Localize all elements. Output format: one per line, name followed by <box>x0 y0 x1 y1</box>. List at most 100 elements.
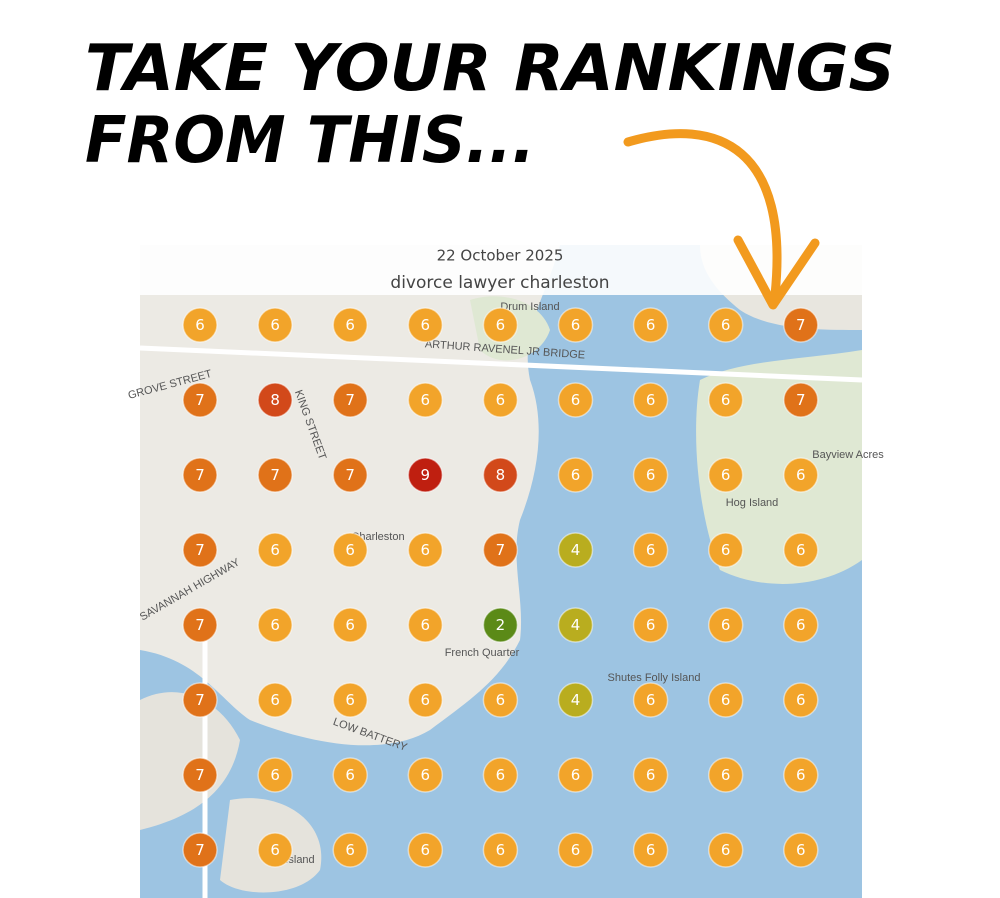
rank-number: 6 <box>646 841 656 859</box>
rank-pin <box>332 382 368 418</box>
rank-pin <box>407 607 444 643</box>
map-date: 22 October 2025 <box>437 247 564 265</box>
rank-pin <box>332 457 368 493</box>
rank-pin <box>332 757 368 793</box>
rank-number: 6 <box>345 316 355 334</box>
rank-number: 6 <box>571 766 581 784</box>
rank-number: 7 <box>195 616 205 634</box>
rank-number: 6 <box>796 766 806 784</box>
rank-pin <box>632 682 669 718</box>
rank-pin <box>632 757 669 793</box>
rank-pin <box>557 757 594 793</box>
rank-number: 6 <box>496 391 506 409</box>
rank-pin <box>707 832 744 868</box>
rank-pin <box>557 307 594 343</box>
rank-number: 6 <box>345 766 355 784</box>
rank-pin <box>407 382 444 418</box>
rank-pin <box>783 382 819 418</box>
rank-number: 7 <box>195 766 205 784</box>
rank-number: 6 <box>646 766 656 784</box>
rank-number: 6 <box>421 316 431 334</box>
rank-pin <box>707 307 744 343</box>
rank-number: 6 <box>195 316 205 334</box>
rank-number: 6 <box>571 316 581 334</box>
rank-number: 6 <box>345 616 355 634</box>
rank-pin <box>182 832 218 868</box>
rank-pin <box>257 607 293 643</box>
rank-pin <box>783 607 819 643</box>
rank-pin <box>407 307 444 343</box>
rank-number: 6 <box>721 766 731 784</box>
rank-pin <box>332 682 368 718</box>
rank-pin <box>632 457 669 493</box>
map <box>140 245 862 898</box>
rank-pin <box>482 382 519 418</box>
rank-pin <box>783 832 819 868</box>
rank-number: 6 <box>270 766 280 784</box>
rank-number: 6 <box>345 541 355 559</box>
rank-number: 6 <box>270 691 280 709</box>
rank-pin <box>482 457 519 493</box>
rank-number: 7 <box>195 691 205 709</box>
rank-pin <box>707 457 744 493</box>
rank-pin <box>482 757 519 793</box>
headline: FROM THIS... <box>85 104 535 178</box>
rank-pin <box>482 532 519 568</box>
rank-pin <box>557 682 594 718</box>
rank-pin <box>182 457 218 493</box>
rank-number: 4 <box>571 616 581 634</box>
rank-pin <box>257 532 293 568</box>
rank-number: 6 <box>796 841 806 859</box>
rank-pin <box>707 607 744 643</box>
rank-pin <box>332 307 368 343</box>
rank-pin <box>557 457 594 493</box>
map-label: Drum Island <box>500 301 559 313</box>
rank-number: 6 <box>646 316 656 334</box>
rank-number: 6 <box>721 616 731 634</box>
rank-pin <box>632 382 669 418</box>
rank-pin <box>257 307 293 343</box>
rank-pin <box>182 307 218 343</box>
rank-number: 6 <box>345 841 355 859</box>
rank-pin <box>407 532 444 568</box>
rank-number: 9 <box>421 466 431 484</box>
rank-pin <box>707 682 744 718</box>
rank-pin <box>182 607 218 643</box>
rank-number: 7 <box>345 466 355 484</box>
rank-number: 6 <box>421 391 431 409</box>
rank-number: 6 <box>421 541 431 559</box>
rank-number: 6 <box>796 691 806 709</box>
rank-pin <box>257 682 293 718</box>
rank-number: 7 <box>195 841 205 859</box>
rank-number: 6 <box>646 691 656 709</box>
rank-pin <box>783 682 819 718</box>
rank-number: 6 <box>421 616 431 634</box>
rank-pin <box>557 382 594 418</box>
rank-pin <box>557 832 594 868</box>
rank-pin <box>557 532 594 568</box>
rank-number: 7 <box>195 541 205 559</box>
rank-pin <box>557 607 594 643</box>
rank-pin <box>783 532 819 568</box>
rank-pin <box>407 457 444 493</box>
rank-number: 6 <box>421 766 431 784</box>
rank-pin <box>182 532 218 568</box>
rank-number: 6 <box>646 466 656 484</box>
rank-number: 6 <box>721 316 731 334</box>
rank-pin <box>182 682 218 718</box>
rank-pin <box>707 382 744 418</box>
rank-pin <box>707 757 744 793</box>
rank-number: 6 <box>721 691 731 709</box>
rank-number: 6 <box>270 841 280 859</box>
rank-number: 8 <box>496 466 506 484</box>
rank-pin <box>182 757 218 793</box>
rank-number: 6 <box>345 691 355 709</box>
rank-pin <box>332 532 368 568</box>
rank-pin <box>257 832 293 868</box>
rank-pin <box>632 307 669 343</box>
rank-number: 6 <box>646 541 656 559</box>
rank-pin <box>332 607 368 643</box>
rank-number: 6 <box>496 316 506 334</box>
rank-number: 6 <box>796 466 806 484</box>
rank-pin <box>632 832 669 868</box>
